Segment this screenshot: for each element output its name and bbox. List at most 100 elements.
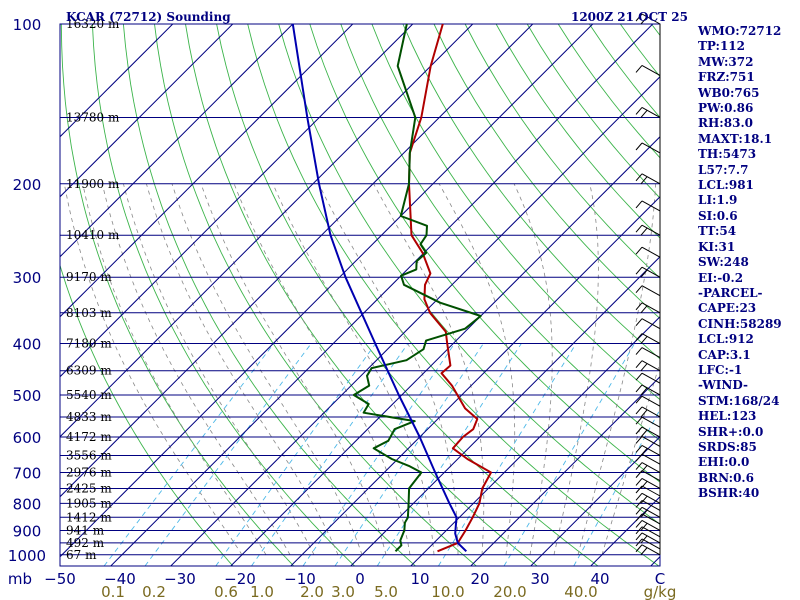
temperature-tick-label: C bbox=[655, 570, 665, 588]
moist-adiabat bbox=[553, 183, 599, 555]
index-item: WB0:765 bbox=[698, 85, 760, 100]
wind-barb bbox=[635, 485, 661, 497]
wind-barb bbox=[635, 478, 661, 489]
moist-adiabat bbox=[171, 183, 363, 555]
isotherm bbox=[60, 24, 354, 318]
height-label: 492 m bbox=[66, 536, 105, 550]
isotherm bbox=[60, 24, 534, 498]
index-item: TP:112 bbox=[698, 39, 746, 54]
wind-barb bbox=[635, 445, 661, 456]
index-item: -PARCEL- bbox=[698, 285, 763, 300]
moist-adiabat bbox=[513, 183, 553, 555]
height-label: 1905 m bbox=[66, 496, 112, 510]
mixing-ratio-label: 0.6 bbox=[214, 583, 238, 600]
index-item: SRDS:85 bbox=[698, 439, 757, 454]
wind-barb bbox=[635, 435, 661, 447]
dry-adiabat bbox=[122, 24, 416, 566]
pressure-label: 600 bbox=[13, 429, 42, 447]
dry-adiabat bbox=[278, 24, 660, 525]
index-item: CAPE:23 bbox=[698, 301, 757, 316]
mixing-ratio-label: 1.0 bbox=[250, 583, 274, 600]
pressure-label: 400 bbox=[13, 336, 42, 354]
isotherm bbox=[170, 76, 660, 566]
dewpoint-profile bbox=[352, 24, 482, 553]
moist-adiabat bbox=[123, 183, 315, 555]
wind-barb bbox=[635, 372, 661, 384]
mixing-ratio-label: 3.0 bbox=[331, 583, 355, 600]
index-item: BSHR:40 bbox=[698, 486, 760, 501]
sounding-time: 1200Z 21 OCT 25 bbox=[571, 10, 688, 24]
index-item: CINH:58289 bbox=[698, 316, 782, 331]
index-item: MAXT:18.1 bbox=[698, 131, 773, 146]
height-label: 2425 m bbox=[66, 481, 112, 495]
height-label: 10410 m bbox=[66, 228, 120, 242]
wind-barb bbox=[635, 318, 661, 330]
height-label: 16320 m bbox=[66, 17, 120, 31]
index-item: RH:83.0 bbox=[698, 116, 753, 131]
height-label: 13780 m bbox=[66, 110, 120, 124]
dry-adiabat bbox=[402, 24, 660, 360]
moist-adiabat bbox=[146, 183, 339, 555]
wind-barb bbox=[635, 246, 661, 258]
pressure-label: 100 bbox=[13, 16, 42, 34]
index-item: BRN:0.6 bbox=[698, 470, 754, 485]
pressure-axis-unit: mb bbox=[8, 570, 32, 588]
height-label: 1412 m bbox=[66, 510, 112, 524]
mixing-ratio-label: 10.0 bbox=[431, 583, 464, 600]
wind-barb bbox=[635, 499, 661, 511]
mixing-ratio-line bbox=[438, 343, 577, 566]
isotherm bbox=[290, 196, 660, 566]
wind-barb bbox=[635, 107, 661, 118]
pressure-label: 200 bbox=[13, 176, 42, 194]
pressure-label: 800 bbox=[13, 495, 42, 513]
moist-adiabat bbox=[101, 183, 291, 555]
isotherm bbox=[60, 24, 174, 138]
wind-barb bbox=[635, 13, 661, 25]
dry-adiabat bbox=[433, 24, 660, 320]
temperature-tick-label: 20 bbox=[470, 570, 489, 588]
pressure-label: 900 bbox=[13, 522, 42, 540]
wind-barb bbox=[635, 406, 661, 418]
index-item: TH:5473 bbox=[698, 147, 757, 162]
wind-barb bbox=[635, 506, 661, 518]
index-item: WMO:72712 bbox=[698, 24, 782, 38]
dry-adiabat bbox=[464, 24, 660, 279]
wind-barb bbox=[635, 426, 661, 438]
index-item: EHI:0.0 bbox=[698, 455, 750, 470]
moist-adiabat bbox=[373, 183, 485, 555]
dry-adiabat bbox=[371, 24, 660, 401]
stability-indices-panel: WMO:72712 TP:112 MW:372 FRZ:751 WB0:765 PW:0.… bbox=[698, 24, 800, 502]
height-label: 4172 m bbox=[66, 430, 112, 444]
wind-barb bbox=[635, 462, 661, 473]
height-label: 2976 m bbox=[66, 466, 112, 480]
wind-barb bbox=[635, 266, 661, 278]
pressure-label: 1000 bbox=[8, 547, 46, 565]
index-item: -WIND- bbox=[698, 378, 748, 393]
wind-barb bbox=[635, 173, 661, 185]
mixing-ratio-label: 40.0 bbox=[564, 583, 597, 600]
isotherm bbox=[350, 256, 660, 566]
height-label: 7180 m bbox=[66, 337, 112, 351]
height-label: 4833 m bbox=[66, 410, 112, 424]
index-item: STM:168/24 bbox=[698, 393, 780, 408]
temperature-tick-label: 30 bbox=[530, 570, 549, 588]
wind-barb bbox=[635, 302, 661, 314]
index-item: LCL:981 bbox=[698, 178, 754, 193]
isotherm bbox=[60, 24, 414, 378]
temperature-tick-label: −10 bbox=[284, 570, 316, 588]
wind-barb bbox=[635, 520, 661, 531]
isotherm bbox=[60, 24, 474, 438]
dry-adiabat bbox=[185, 24, 538, 566]
wind-barb bbox=[635, 395, 661, 407]
mixing-ratio-line bbox=[251, 343, 409, 566]
dry-adiabat bbox=[216, 24, 599, 566]
height-label: 941 m bbox=[66, 523, 105, 537]
isotherm bbox=[530, 436, 660, 566]
index-item: SI:0.6 bbox=[698, 208, 738, 223]
temperature-profile bbox=[408, 24, 492, 553]
height-label: 67 m bbox=[66, 548, 97, 562]
plot-frame bbox=[59, 23, 661, 567]
height-label: 9170 m bbox=[66, 270, 112, 284]
height-label: 5540 m bbox=[66, 388, 112, 402]
